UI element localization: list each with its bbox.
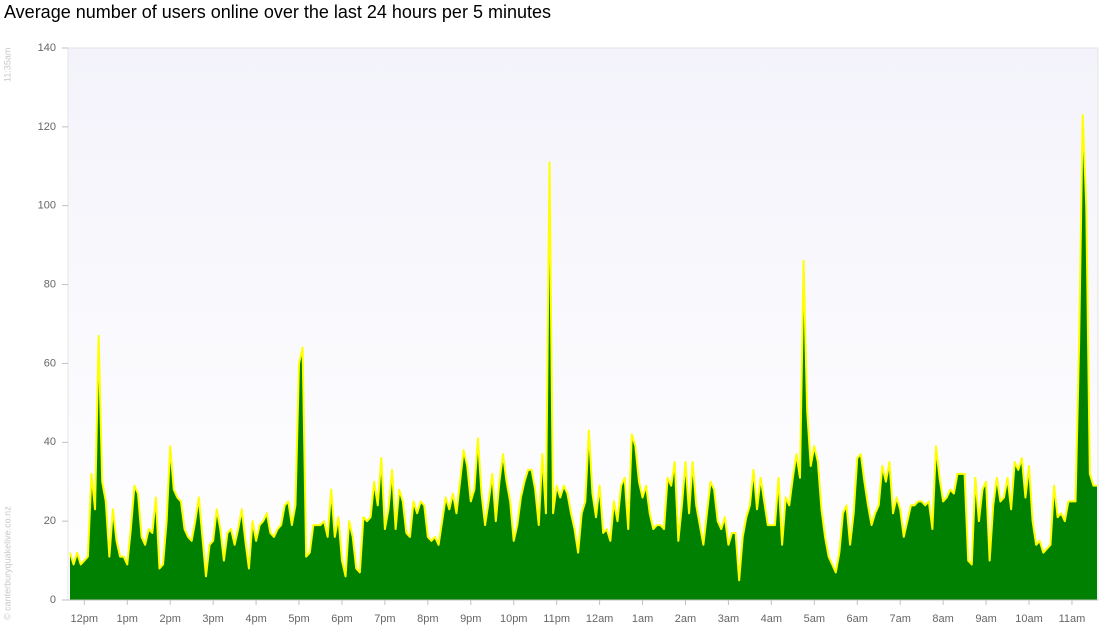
x-tick-label: 11am — [1059, 613, 1086, 625]
x-tick-label: 2am — [675, 613, 696, 625]
x-tick-label: 5am — [804, 613, 825, 625]
x-tick-label: 9pm — [460, 613, 481, 625]
y-tick-label: 0 — [50, 594, 56, 606]
x-tick-label: 8pm — [417, 613, 438, 625]
line — [69, 114, 1097, 582]
x-tick-label: 8am — [932, 613, 953, 625]
timestamp: 11:35am — [2, 48, 12, 82]
x-tick-label: 3pm — [202, 613, 223, 625]
x-tick-label: 2pm — [159, 613, 180, 625]
x-tick-label: 6pm — [331, 613, 352, 625]
y-tick-label: 80 — [44, 278, 56, 290]
y-tick-label: 120 — [38, 121, 56, 133]
y-tick-label: 140 — [38, 42, 56, 54]
x-tick-label: 1am — [632, 613, 653, 625]
x-tick-label: 7pm — [374, 613, 395, 625]
x-tick-label: 7am — [889, 613, 910, 625]
x-tick-label: 10am — [1015, 613, 1043, 625]
x-tick-label: 3am — [718, 613, 739, 625]
x-tick-label: 10pm — [500, 613, 528, 625]
x-tick-label: 12pm — [71, 613, 99, 625]
x-tick-label: 5pm — [288, 613, 309, 625]
x-tick-label: 1pm — [117, 613, 138, 625]
x-tick-label: 9am — [975, 613, 996, 625]
area — [70, 115, 1097, 600]
x-tick-label: 4am — [761, 613, 782, 625]
x-tick-label: 4pm — [245, 613, 266, 625]
y-tick-label: 100 — [38, 200, 56, 212]
x-tick-label: 6am — [847, 613, 868, 625]
y-tick-label: 40 — [44, 436, 56, 448]
chart-title: Average number of users online over the … — [4, 2, 551, 22]
credit: © canterburyquakelive.co.nz — [2, 506, 12, 620]
x-tick-label: 12am — [586, 613, 614, 625]
y-tick-label: 60 — [44, 357, 56, 369]
x-tick-label: 11pm — [543, 613, 570, 625]
y-tick-label: 20 — [44, 515, 56, 527]
